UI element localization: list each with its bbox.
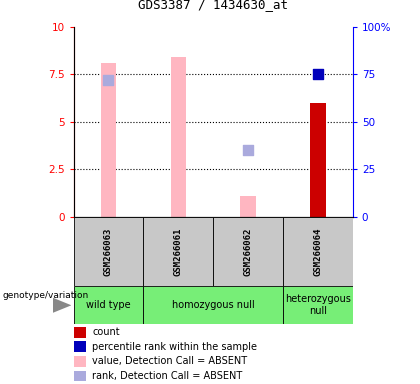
Bar xyxy=(74,217,143,286)
Bar xyxy=(143,217,213,286)
Bar xyxy=(213,217,283,286)
Text: rank, Detection Call = ABSENT: rank, Detection Call = ABSENT xyxy=(92,371,243,381)
Text: wild type: wild type xyxy=(86,300,131,310)
Bar xyxy=(101,63,116,217)
Point xyxy=(245,147,252,154)
Point xyxy=(105,77,112,83)
Bar xyxy=(283,217,353,286)
Text: GSM266062: GSM266062 xyxy=(244,227,252,276)
Bar xyxy=(283,286,353,324)
Text: GSM266061: GSM266061 xyxy=(174,227,183,276)
Bar xyxy=(240,196,256,217)
Text: percentile rank within the sample: percentile rank within the sample xyxy=(92,342,257,352)
Text: GSM266063: GSM266063 xyxy=(104,227,113,276)
Bar xyxy=(310,103,326,217)
Text: homozygous null: homozygous null xyxy=(172,300,255,310)
Text: GDS3387 / 1434630_at: GDS3387 / 1434630_at xyxy=(138,0,288,12)
Bar xyxy=(171,57,186,217)
Text: genotype/variation: genotype/variation xyxy=(2,291,88,300)
Bar xyxy=(74,286,143,324)
Text: count: count xyxy=(92,327,120,337)
Polygon shape xyxy=(52,298,71,313)
Point xyxy=(315,71,321,78)
Text: value, Detection Call = ABSENT: value, Detection Call = ABSENT xyxy=(92,356,247,366)
Bar xyxy=(143,286,283,324)
Text: heterozygous
null: heterozygous null xyxy=(285,295,351,316)
Text: GSM266064: GSM266064 xyxy=(313,227,323,276)
